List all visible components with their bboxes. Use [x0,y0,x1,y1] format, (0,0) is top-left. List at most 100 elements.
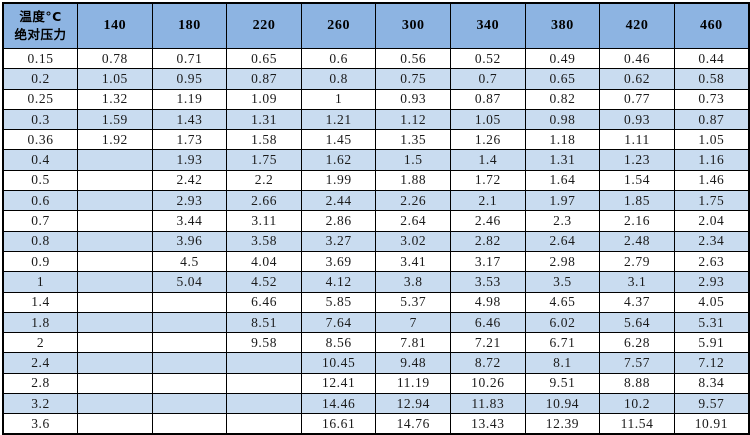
data-cell: 1.46 [673,169,750,192]
data-cell: 2.16 [599,210,675,232]
data-cell: 2.2 [226,169,302,192]
row-header-cell: 0.25 [2,88,79,110]
table-body: 0.15 0.78 0.71 0.65 0.6 0.56 0.52 0.49 0.46 0.44 0… [2,47,750,435]
row-header-cell: 0.9 [2,250,79,273]
data-cell: 1.73 [151,129,228,151]
data-cell: 1.72 [450,169,526,192]
data-cell: 0.6 [300,47,377,70]
data-cell: 8.51 [226,311,302,334]
data-cell [151,291,228,313]
data-cell: 10.26 [450,372,526,395]
row-header-cell: 1.4 [2,291,79,313]
data-cell: 8.72 [450,352,526,374]
data-cell: 0.44 [673,47,750,70]
data-cell: 0.62 [599,68,675,90]
data-cell [77,250,153,273]
table-row: 1 5.04 4.52 4.12 3.8 3.53 3.5 3.1 2.93 [2,271,750,293]
data-cell: 0.52 [450,47,526,70]
data-cell: 3.53 [450,271,526,293]
data-cell: 3.8 [375,271,452,293]
table-row: 0.2 1.05 0.95 0.87 0.8 0.75 0.7 0.65 0.62 0.58 [2,68,750,90]
table-row: 3.2 14.46 12.94 11.83 10.94 10.2 9.57 [2,393,750,415]
table-row: 2 9.58 8.56 7.81 7.21 6.71 6.28 5.91 [2,332,750,354]
data-cell: 2.64 [375,210,452,232]
data-cell [77,230,153,252]
data-cell: 9.51 [524,372,601,395]
data-cell: 6.28 [599,332,675,354]
table-row: 0.8 3.96 3.58 3.27 3.02 2.82 2.64 2.48 2.34 [2,230,750,252]
data-cell [77,413,153,435]
data-cell: 1.62 [300,149,377,171]
row-header-cell: 0.7 [2,210,79,232]
data-cell: 8.34 [673,372,750,395]
data-cell: 3.41 [375,250,452,273]
data-cell: 1.05 [77,68,153,90]
data-cell: 1.54 [599,169,675,192]
corner-header-cell: 温度°C 绝对压力 [2,2,79,49]
table-row: 0.3 1.59 1.43 1.31 1.21 1.12 1.05 0.98 0.93 0.87 [2,108,750,131]
data-cell: 2.48 [599,230,675,252]
data-cell [77,149,153,171]
row-header-cell: 2.4 [2,352,79,374]
data-cell [151,413,228,435]
data-cell: 2.26 [375,190,452,212]
data-cell: 1.5 [375,149,452,171]
data-cell: 9.48 [375,352,452,374]
data-cell: 5.04 [151,271,228,293]
data-cell [77,169,153,192]
data-cell: 10.2 [599,393,675,415]
data-cell: 3.17 [450,250,526,273]
data-cell: 1.23 [599,149,675,171]
row-header-cell: 1.8 [2,311,79,334]
data-cell: 5.37 [375,291,452,313]
data-cell: 3.02 [375,230,452,252]
data-cell: 0.7 [450,68,526,90]
table-row: 0.7 3.44 3.11 2.86 2.64 2.46 2.3 2.16 2.04 [2,210,750,232]
row-header-cell: 2 [2,332,79,354]
column-header-260: 260 [300,2,377,49]
data-cell: 0.73 [673,88,750,110]
table-row: 0.9 4.5 4.04 3.69 3.41 3.17 2.98 2.79 2.63 [2,250,750,273]
data-cell: 2.79 [599,250,675,273]
data-cell: 6.71 [524,332,601,354]
data-cell: 0.58 [673,68,750,90]
data-cell: 1.31 [524,149,601,171]
data-cell: 5.31 [673,311,750,334]
data-cell [77,372,153,395]
data-cell: 1.75 [226,149,302,171]
data-cell: 1.4 [450,149,526,171]
row-header-cell: 0.6 [2,190,79,212]
table-row: 0.15 0.78 0.71 0.65 0.6 0.56 0.52 0.49 0.46 0.44 [2,47,750,70]
data-cell [77,332,153,354]
data-cell: 3.58 [226,230,302,252]
data-cell [151,393,228,415]
data-cell: 2.42 [151,169,228,192]
row-header-cell: 2.8 [2,372,79,395]
column-header-460: 460 [673,2,750,49]
table-head: 温度°C 绝对压力 140 180 220 260 300 340 380 420 460 [2,2,750,49]
data-cell: 0.87 [673,108,750,131]
data-cell: 0.75 [375,68,452,90]
data-cell: 7.21 [450,332,526,354]
data-cell: 11.19 [375,372,452,395]
row-header-cell: 0.4 [2,149,79,171]
data-cell: 1.05 [450,108,526,131]
data-cell: 1.11 [599,129,675,151]
table-row: 0.5 2.42 2.2 1.99 1.88 1.72 1.64 1.54 1.46 [2,169,750,192]
data-cell: 3.96 [151,230,228,252]
data-cell: 0.78 [77,47,153,70]
data-cell: 2.82 [450,230,526,252]
data-cell: 10.45 [300,352,377,374]
data-cell: 14.46 [300,393,377,415]
data-cell [77,210,153,232]
data-cell: 8.56 [300,332,377,354]
data-cell: 12.39 [524,413,601,435]
data-cell: 1.59 [77,108,153,131]
data-cell: 3.1 [599,271,675,293]
column-header-380: 380 [524,2,601,49]
corner-header-line-temperature: 温度°C [19,8,62,24]
data-cell: 2.93 [673,271,750,293]
column-header-140: 140 [77,2,153,49]
